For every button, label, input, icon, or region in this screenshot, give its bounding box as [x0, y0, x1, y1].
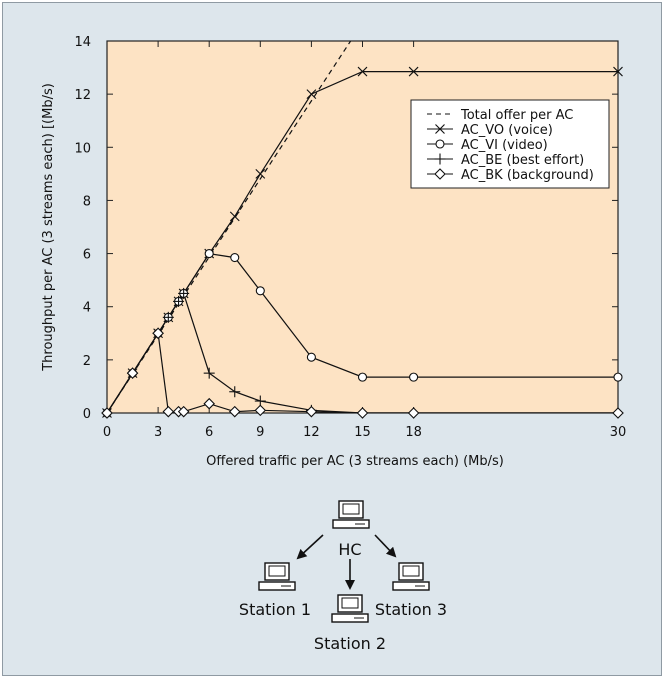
y-tick-label: 4 — [83, 301, 91, 316]
series-1-marker — [613, 66, 623, 77]
station-1-label: Station 1 — [239, 600, 311, 619]
station-2-label: Station 2 — [314, 634, 386, 653]
y-tick-label: 14 — [74, 35, 91, 50]
legend-marker-1 — [435, 124, 445, 134]
series-1-marker — [229, 211, 240, 222]
plot-area — [106, 40, 619, 414]
arrow-to-station-3 — [374, 534, 397, 558]
hc-label: HC — [338, 540, 361, 559]
legend-marker-3 — [434, 153, 446, 165]
series-4-marker — [101, 407, 113, 419]
y-tick-label: 6 — [83, 248, 91, 263]
series-1-marker — [255, 168, 266, 179]
series-4-marker — [254, 404, 267, 417]
legend-marker-2 — [435, 139, 445, 149]
series-3-marker — [229, 386, 241, 398]
network-diagram: HC — [239, 500, 447, 653]
station-1-computer-icon — [258, 562, 296, 591]
x-tick-label: 3 — [154, 425, 162, 440]
series-4-marker — [177, 405, 190, 418]
series-2-marker — [230, 253, 240, 263]
legend-label-0: Total offer per AC — [460, 108, 573, 123]
x-tick-label: 15 — [354, 425, 371, 440]
series-4-marker — [612, 407, 624, 419]
series-4-marker — [126, 367, 139, 379]
y-tick-label: 0 — [83, 407, 91, 422]
series-3-marker — [203, 367, 215, 379]
series-3-marker — [162, 311, 174, 323]
series-1-marker — [357, 66, 368, 77]
series-4-marker — [356, 407, 369, 419]
hc-computer-icon — [332, 500, 370, 529]
y-tick-label: 8 — [83, 194, 91, 209]
series-2-marker — [306, 352, 316, 362]
series-4-marker — [162, 405, 175, 418]
series-line-0 — [107, 41, 352, 413]
station-2-computer-icon — [331, 594, 369, 623]
series-3-marker — [178, 287, 190, 299]
arrow-to-station-1 — [296, 534, 324, 560]
series-1-marker — [306, 89, 317, 100]
series-1-marker — [408, 66, 419, 77]
station-3-label: Station 3 — [375, 600, 447, 619]
throughput-chart: 0 3 6 9 12 15 18 30 0 2 4 6 8 10 12 14 Offered traffic … — [41, 35, 627, 653]
series-2-marker — [613, 372, 623, 382]
series-2-marker — [357, 372, 368, 382]
station-3-computer-icon — [392, 562, 430, 591]
series-4-marker — [305, 405, 318, 418]
y-axis-label: Throughput per AC (3 streams each) [(Mb/… — [41, 83, 56, 372]
x-tick-label: 9 — [256, 425, 264, 440]
series-4-marker — [152, 327, 164, 340]
y-tick-label: 2 — [83, 354, 91, 369]
series-3-marker — [173, 295, 185, 307]
y-tick-label: 12 — [74, 88, 91, 103]
legend-label-3: AC_BE (best effort) — [461, 153, 584, 168]
x-tick-label: 12 — [303, 425, 320, 440]
legend-label-4: AC_BK (background) — [461, 168, 594, 183]
series-2-marker — [409, 372, 419, 382]
legend-label-2: AC_VI (video) — [461, 138, 548, 153]
x-tick-label: 18 — [405, 425, 422, 440]
series-4-marker — [407, 407, 420, 419]
legend-marker-4 — [434, 168, 446, 180]
legend-label-1: AC_VO (voice) — [461, 123, 553, 138]
x-axis-label: Offered traffic per AC (3 streams each) … — [206, 454, 504, 469]
x-tick-label: 6 — [205, 425, 213, 440]
y-tick-label: 10 — [74, 141, 91, 156]
series-4-marker — [228, 405, 241, 418]
series-4-marker — [203, 397, 215, 410]
x-tick-label: 0 — [103, 425, 111, 440]
x-tick-label: 30 — [610, 425, 627, 440]
series-2-marker — [204, 249, 214, 259]
series-2-marker — [255, 286, 265, 296]
